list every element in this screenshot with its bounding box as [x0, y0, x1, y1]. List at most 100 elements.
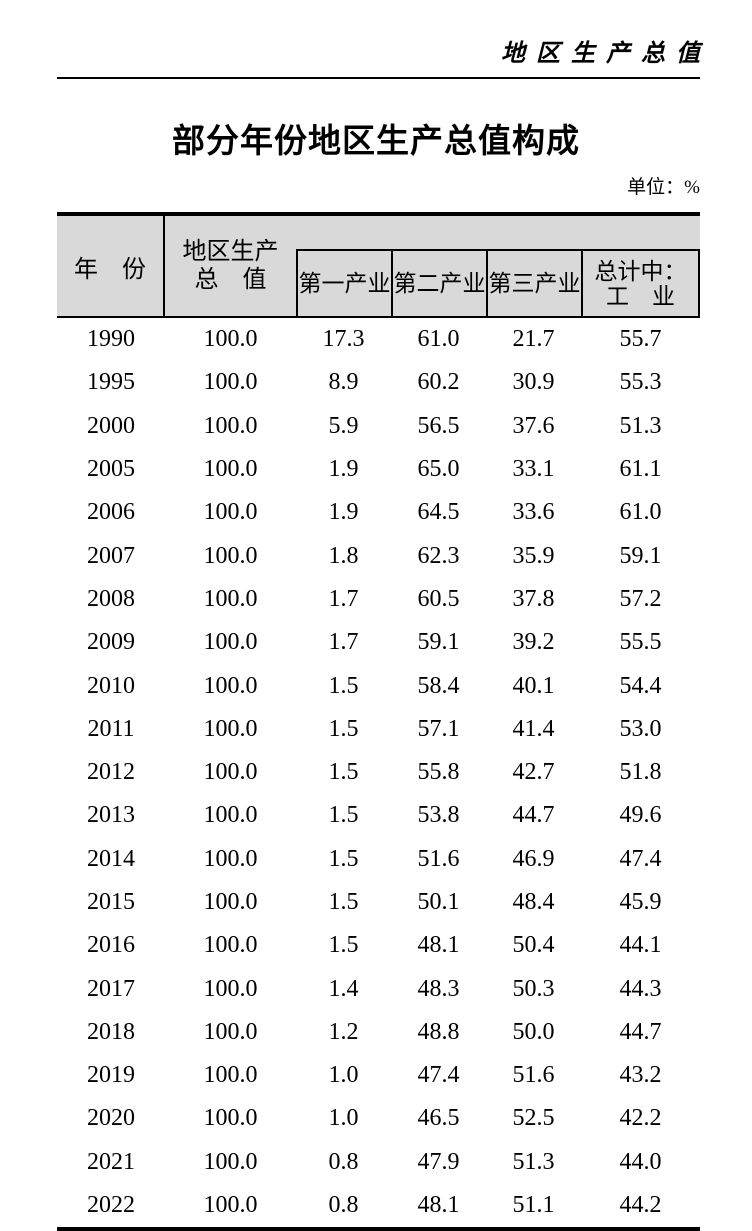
table-row: 2009 100.0 1.7 59.1 39.2 55.5: [57, 621, 700, 664]
table-cell: 64.5: [417, 499, 460, 526]
table-cell: 1.5: [328, 802, 359, 829]
table-cell: 51.1: [512, 1192, 555, 1219]
header-rule: [57, 77, 700, 79]
table-body: 1990 100.0 17.3 61.0 21.7 55.7 1995 100.0 8.9 60.…: [57, 318, 700, 1227]
table-cell: 17.3: [322, 326, 365, 353]
table-cell: 35.9: [512, 542, 555, 569]
table-cell: 8.9: [328, 369, 359, 396]
table-cell: 1.4: [328, 975, 359, 1002]
header-cell-primary-industry: 第一产业: [296, 249, 391, 316]
table-cell: 51.8: [619, 759, 662, 786]
table-cell: 47.4: [417, 1062, 460, 1089]
table-cell: 48.1: [417, 932, 460, 959]
table-cell: 50.3: [512, 975, 555, 1002]
table-cell: 100.0: [203, 1148, 258, 1175]
table-cell: 100.0: [203, 759, 258, 786]
header-cell-industry-line2: 工 业: [606, 283, 675, 309]
gdp-composition-table: 年 份 地区生产 总 值 第一产业 第二产业 第三产业 总计中： 工 业: [57, 212, 700, 1231]
table-cell: 37.8: [512, 585, 555, 612]
table-row: 2008 100.0 1.7 60.5 37.8 57.2: [57, 578, 700, 621]
table-header: 年 份 地区生产 总 值 第一产业 第二产业 第三产业 总计中： 工 业: [57, 216, 700, 318]
table-row: 2014 100.0 1.5 51.6 46.9 47.4: [57, 838, 700, 881]
table-cell: 2020: [87, 1105, 135, 1132]
table-row: 2006 100.0 1.9 64.5 33.6 61.0: [57, 491, 700, 534]
table-cell: 100.0: [203, 1192, 258, 1219]
table-row: 2020 100.0 1.0 46.5 52.5 42.2: [57, 1097, 700, 1140]
table-cell: 100.0: [203, 369, 258, 396]
table-cell: 2011: [87, 715, 135, 742]
table-cell: 1995: [87, 369, 135, 396]
table-cell: 100.0: [203, 499, 258, 526]
header-cell-gross-regional-product: 地区生产 总 值: [165, 216, 296, 316]
table-cell: 1.5: [328, 715, 359, 742]
table-cell: 39.2: [512, 629, 555, 656]
table-cell: 100.0: [203, 629, 258, 656]
table-cell: 2005: [87, 456, 135, 483]
table-cell: 48.3: [417, 975, 460, 1002]
table-cell: 55.3: [619, 369, 662, 396]
table-cell: 1.9: [328, 456, 359, 483]
table-body-grid: 1990 100.0 17.3 61.0 21.7 55.7 1995 100.0 8.9 60.…: [57, 318, 700, 1227]
table-cell: 0.8: [328, 1148, 359, 1175]
header-cell-year-label: 年 份: [74, 256, 146, 283]
table-row: 2010 100.0 1.5 58.4 40.1 54.4: [57, 664, 700, 707]
table-cell: 33.1: [512, 456, 555, 483]
table-cell: 1.2: [328, 1018, 359, 1045]
table-cell: 2012: [87, 759, 135, 786]
table-cell: 55.7: [619, 326, 662, 353]
table-cell: 60.2: [417, 369, 460, 396]
table-cell: 2007: [87, 542, 135, 569]
table-cell: 1.0: [328, 1105, 359, 1132]
table-cell: 54.4: [619, 672, 662, 699]
table-cell: 52.5: [512, 1105, 555, 1132]
table-cell: 2013: [87, 802, 135, 829]
table-cell: 1.8: [328, 542, 359, 569]
table-cell: 1.5: [328, 889, 359, 915]
table-cell: 48.4: [512, 889, 555, 915]
table-cell: 65.0: [417, 456, 460, 483]
table-cell: 41.4: [512, 715, 555, 742]
table-cell: 2010: [87, 672, 135, 699]
table-cell: 60.5: [417, 585, 460, 612]
header-cell-secondary-industry: 第二产业: [391, 249, 486, 316]
table-cell: 53.0: [619, 715, 662, 742]
table-cell: 1.5: [328, 759, 359, 786]
table-cell: 57.2: [619, 585, 662, 612]
table-cell: 2015: [87, 889, 135, 915]
table-cell: 61.1: [619, 456, 662, 483]
header-subcolumns: 第一产业 第二产业 第三产业 总计中： 工 业: [296, 216, 700, 316]
table-cell: 37.6: [512, 412, 555, 439]
table-cell: 2014: [87, 845, 135, 872]
table-cell: 50.0: [512, 1018, 555, 1045]
table-cell: 47.9: [417, 1148, 460, 1175]
table-cell: 100.0: [203, 975, 258, 1002]
table-cell: 2019: [87, 1062, 135, 1089]
table-cell: 51.6: [512, 1062, 555, 1089]
table-cell: 21.7: [512, 326, 555, 353]
table-cell: 55.8: [417, 759, 460, 786]
table-cell: 42.2: [619, 1105, 662, 1132]
table-cell: 1.7: [328, 585, 359, 612]
table-cell: 44.1: [619, 932, 662, 959]
table-cell: 2008: [87, 585, 135, 612]
table-cell: 45.9: [619, 889, 662, 915]
table-cell: 59.1: [417, 629, 460, 656]
table-cell: 47.4: [619, 845, 662, 872]
header-cell-grp-line2: 总 值: [194, 267, 267, 293]
running-header-title: 地区生产总值: [501, 41, 711, 67]
table-cell: 100.0: [203, 845, 258, 872]
table-cell: 33.6: [512, 499, 555, 526]
table-cell: 44.7: [619, 1018, 662, 1045]
table-cell: 46.9: [512, 845, 555, 872]
table-cell: 59.1: [619, 542, 662, 569]
table-cell: 61.0: [417, 326, 460, 353]
table-cell: 57.1: [417, 715, 460, 742]
table-cell: 44.0: [619, 1148, 662, 1175]
table-cell: 2006: [87, 499, 135, 526]
table-cell: 100.0: [203, 889, 258, 915]
table-cell: 100.0: [203, 326, 258, 353]
table-cell: 50.1: [417, 889, 460, 915]
table-cell: 51.6: [417, 845, 460, 872]
table-row: 2000 100.0 5.9 56.5 37.6 51.3: [57, 405, 700, 448]
